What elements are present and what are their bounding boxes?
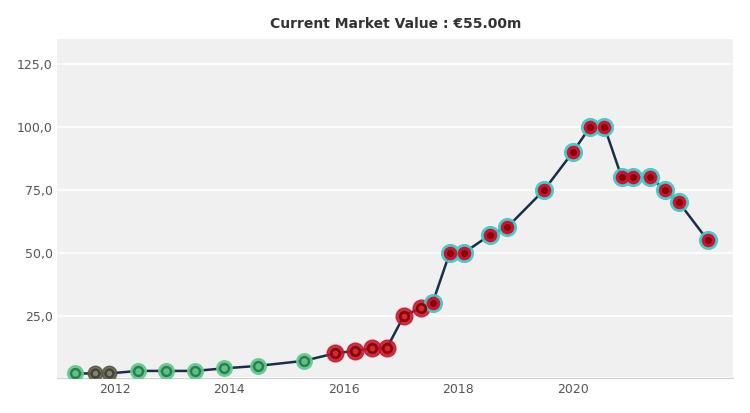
Title: Current Market Value : €55.00m: Current Market Value : €55.00m [270, 17, 521, 31]
